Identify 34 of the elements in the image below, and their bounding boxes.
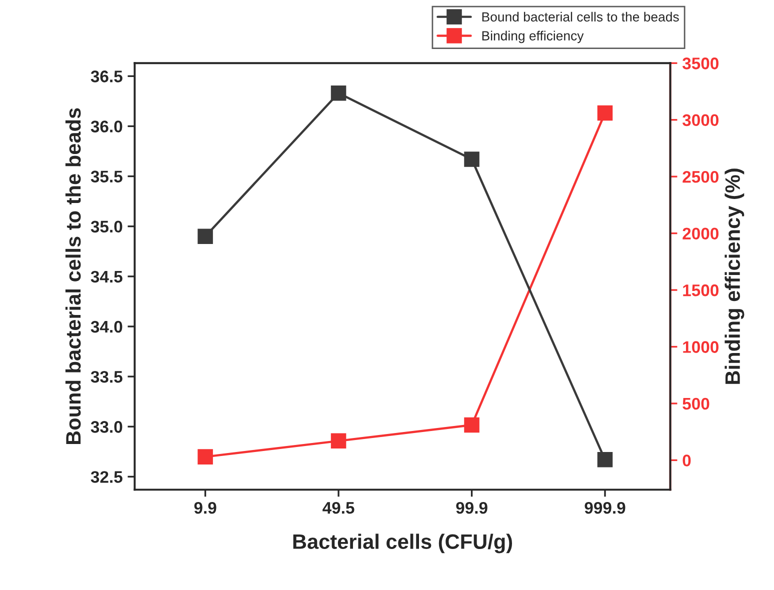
x-tick-label: 9.9 (194, 502, 216, 514)
y2-tick-label: 3500 (682, 58, 718, 70)
y2-tick-label: 2000 (682, 228, 718, 240)
y2-axis-title: Binding efficiency (%) (724, 168, 744, 384)
y2-tick-label: 1000 (683, 341, 718, 353)
y-tick-label: 34.0 (90, 320, 122, 333)
x-tick-label: 99.9 (456, 502, 488, 514)
point (464, 417, 480, 433)
y-axis-title: Bound bacterial cells to the beads (65, 108, 81, 444)
y-tick-label: 34.5 (90, 270, 122, 283)
point (464, 152, 480, 167)
point (198, 228, 213, 244)
y-tick-label: 35.0 (90, 220, 122, 233)
y2-tick-label: 0 (682, 454, 691, 466)
x-tick-label: 999.9 (584, 502, 626, 514)
y2-tick-label: 2500 (682, 170, 718, 183)
point (597, 105, 613, 121)
y2-tick-label: 1500 (683, 284, 718, 296)
y-tick-label: 36.5 (90, 70, 122, 82)
y-tick-label: 32.5 (90, 471, 122, 483)
point (330, 86, 346, 101)
legend-label: Bound bacterial cells to the beads (482, 12, 679, 22)
y-tick-label: 33.0 (90, 421, 122, 433)
point (198, 449, 213, 464)
y2-tick-label: 3000 (682, 114, 718, 126)
point (330, 433, 346, 449)
x-axis-title: Bacterial cells (CFU/g) (293, 534, 512, 554)
y-tick-label: 35.5 (90, 170, 122, 183)
x-tick-label: 49.5 (322, 502, 354, 514)
y2-tick-label: 500 (682, 398, 710, 410)
y-tick-label: 36.0 (90, 120, 122, 132)
y-tick-label: 33.5 (90, 370, 122, 383)
point (597, 452, 613, 468)
legend-label: Binding efficiency (482, 30, 584, 44)
